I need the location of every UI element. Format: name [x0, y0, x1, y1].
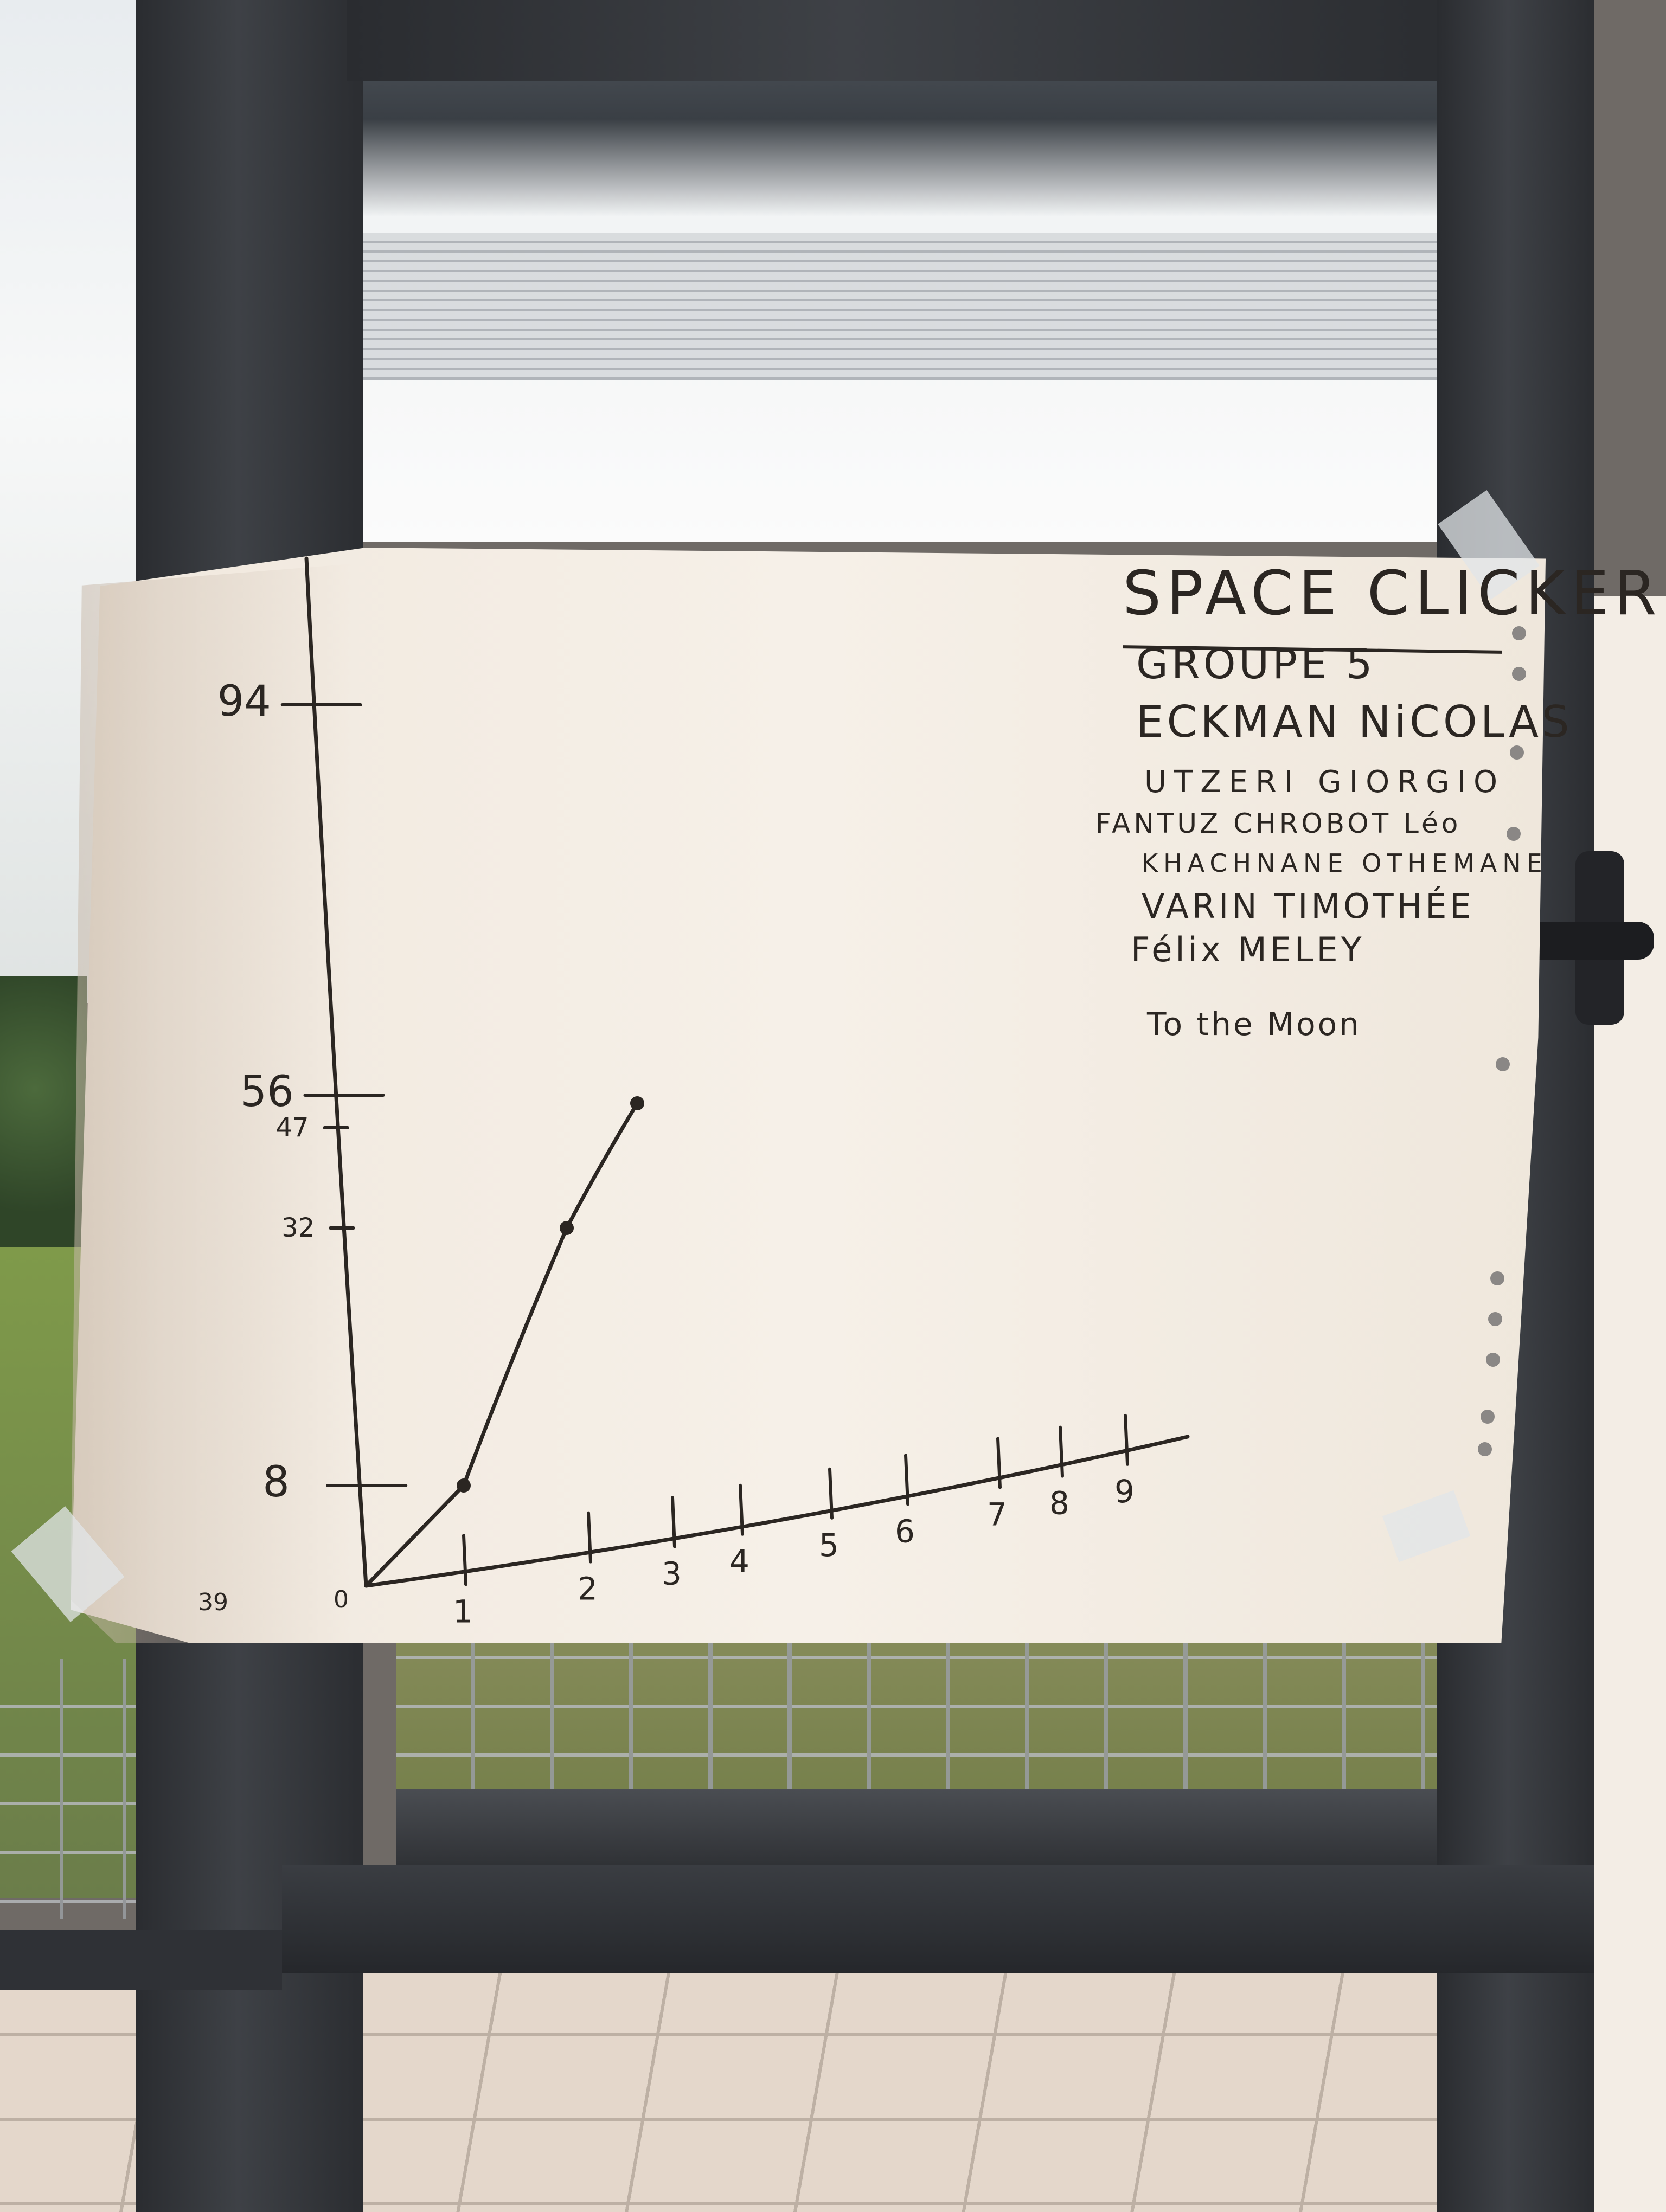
member-name: KHACHNANE OTHEMANE	[1142, 848, 1548, 878]
x-tick-label: 2	[578, 1571, 598, 1607]
window-sill	[396, 1789, 1453, 1870]
group-label: GROUPE 5	[1136, 640, 1376, 688]
x-tick-label: 0	[334, 1586, 349, 1613]
window-blinds	[358, 233, 1437, 380]
binding-hole	[1488, 1312, 1502, 1326]
series-line	[364, 1101, 639, 1588]
x-tick-mark	[828, 1467, 834, 1520]
x-tick-label: 3	[662, 1555, 682, 1592]
data-series	[364, 1096, 644, 1588]
x-tick-mark	[1059, 1425, 1064, 1478]
x-tick-mark	[996, 1437, 1002, 1489]
trees	[0, 976, 87, 1258]
binding-hole	[1496, 1057, 1510, 1071]
binding-hole	[1507, 827, 1521, 841]
y-axis	[304, 556, 368, 1588]
x-tick-mark	[1124, 1413, 1129, 1466]
window-frame-bottom-left	[0, 1930, 282, 1990]
paper-fold-shadow	[71, 564, 353, 1643]
window-frame-middle	[282, 1865, 1594, 1973]
x-tick-label: 1	[453, 1593, 473, 1630]
x-tick-mark	[904, 1454, 909, 1506]
poster-title: SPACE CLICKER	[1123, 558, 1662, 629]
binding-hole	[1510, 745, 1524, 760]
binding-hole	[1490, 1271, 1504, 1285]
x-tick-label: 9	[1114, 1473, 1135, 1510]
member-name: FANTUZ CHROBOT Léo	[1095, 808, 1462, 839]
data-point	[560, 1221, 574, 1235]
x-tick-mark	[739, 1483, 744, 1536]
member-name: Félix MELEY	[1131, 930, 1365, 969]
x-axis	[364, 1435, 1190, 1588]
x-tick-mark	[671, 1496, 676, 1548]
motto: To the Moon	[1147, 1006, 1361, 1043]
binding-hole	[1512, 667, 1526, 681]
x-tick-label: 6	[895, 1513, 915, 1549]
member-name: VARIN TIMOTHÉE	[1142, 886, 1475, 926]
stray-label: 39	[198, 1589, 228, 1616]
binding-hole	[1481, 1410, 1495, 1424]
x-tick-mark	[587, 1511, 592, 1564]
window-frame-top	[347, 0, 1453, 81]
binding-hole	[1478, 1442, 1492, 1456]
member-name: UTZERI GIORGIO	[1144, 764, 1505, 800]
y-tick-label: 32	[281, 1213, 315, 1243]
y-tick-label: 8	[262, 1458, 290, 1507]
x-axis-ticks: 0 1 2 3 4 5 6 7 8 9	[334, 1413, 1135, 1630]
member-name: ECKMAN NiCOLAS	[1136, 697, 1573, 747]
binding-hole	[1512, 626, 1526, 640]
x-tick-label: 4	[729, 1543, 749, 1580]
x-tick-label: 8	[1049, 1485, 1069, 1522]
graph-axes	[304, 556, 1190, 1588]
y-tick-label: 47	[275, 1113, 309, 1143]
data-point	[457, 1478, 471, 1493]
x-tick-label: 5	[819, 1527, 839, 1564]
x-tick-label: 7	[987, 1496, 1007, 1533]
binding-hole	[1486, 1353, 1500, 1367]
y-tick-label: 56	[240, 1068, 293, 1116]
y-tick-label: 94	[217, 677, 271, 726]
data-point	[630, 1096, 644, 1110]
x-tick-mark	[462, 1534, 467, 1586]
